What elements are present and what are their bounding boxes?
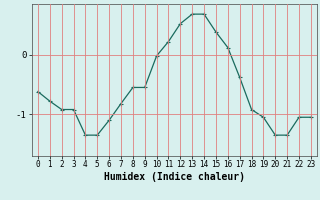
X-axis label: Humidex (Indice chaleur): Humidex (Indice chaleur) <box>104 172 245 182</box>
